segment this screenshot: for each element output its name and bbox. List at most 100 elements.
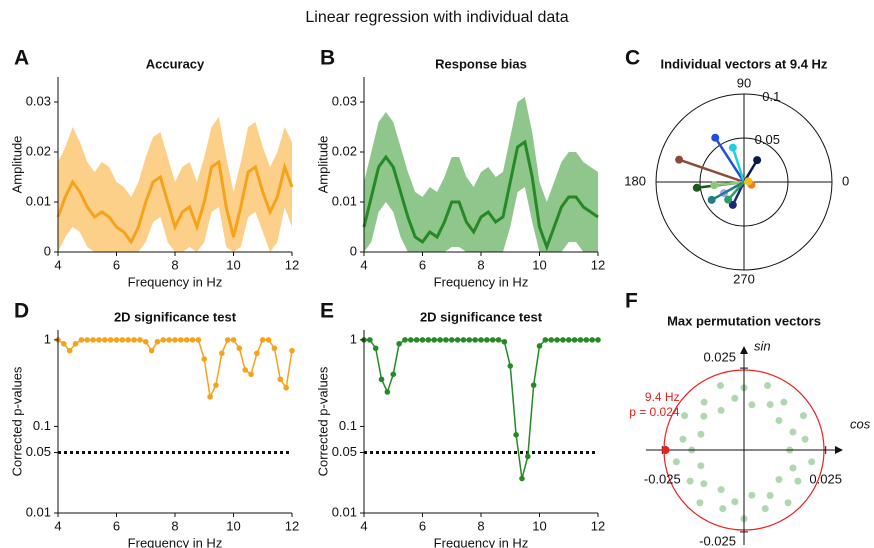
data-point [789, 464, 797, 472]
data-point [766, 400, 774, 408]
data-point [548, 337, 554, 343]
x-tick-label: 4 [360, 518, 367, 533]
data-point [119, 337, 126, 343]
data-point [560, 337, 566, 343]
figure-title: Linear regression with individual data [305, 9, 568, 26]
vector-tip [744, 177, 753, 186]
data-point [213, 382, 219, 388]
vector [714, 137, 746, 183]
vector [711, 180, 745, 202]
x-tick-label: 12 [591, 257, 605, 272]
data-point [61, 341, 67, 347]
data-point [697, 430, 705, 438]
x-axis-label: Frequency in Hz [128, 274, 223, 289]
data-point [236, 345, 243, 352]
data-point [748, 491, 756, 499]
data-point [408, 337, 414, 343]
data-point [489, 337, 496, 343]
data-point [748, 401, 756, 409]
data-point [501, 338, 508, 345]
data-point [372, 345, 379, 352]
data-point [681, 412, 689, 420]
vector [731, 147, 746, 183]
data-point [425, 337, 432, 343]
data-point [789, 428, 797, 436]
panel-label: C [625, 47, 640, 70]
data-point [207, 393, 213, 400]
data-point [289, 347, 295, 354]
y-tick-label: 0.01 [26, 193, 51, 208]
angle-tick-label: 270 [733, 271, 755, 286]
data-point [402, 337, 408, 343]
y-tick-label: 0.01 [332, 193, 357, 208]
data-point [283, 384, 289, 391]
data-point [589, 337, 595, 343]
data-point [84, 337, 91, 343]
data-point [731, 498, 739, 506]
y-axis-label: Corrected p-values [315, 366, 330, 476]
x-axis-label: cos [850, 416, 871, 431]
data-point [224, 337, 231, 343]
y-axis-label: sin [754, 338, 771, 353]
data-point [367, 337, 373, 343]
data-point [717, 406, 725, 414]
data-point [254, 350, 260, 357]
x-tick-label: 0.025 [809, 471, 842, 486]
data-point [178, 337, 184, 343]
data-point [419, 337, 426, 343]
vector-tip [728, 143, 737, 152]
data-point [66, 347, 73, 354]
data-point [437, 337, 443, 343]
y-tick-label: 0.01 [332, 504, 357, 519]
data-point [154, 338, 161, 345]
data-point [679, 435, 687, 443]
data-point [137, 337, 143, 343]
highlight-point [661, 446, 670, 454]
data-point [96, 337, 102, 343]
vector [678, 158, 745, 184]
data-point [396, 341, 402, 347]
data-point [577, 337, 584, 343]
data-point [484, 337, 490, 343]
x-tick-label: 4 [54, 518, 61, 533]
vector-tip [711, 133, 720, 142]
data-point [700, 480, 708, 488]
data-point [460, 337, 467, 343]
y-tick-label: 0.01 [26, 504, 51, 519]
x-axis-label: Frequency in Hz [128, 535, 223, 548]
data-point [808, 458, 816, 466]
data-point [766, 492, 774, 500]
data-point [72, 341, 79, 347]
data-point [125, 337, 131, 343]
data-point [716, 381, 724, 389]
data-point [764, 381, 772, 389]
panel-label: D [14, 300, 29, 323]
data-point [595, 337, 601, 343]
vector [714, 180, 745, 187]
data-point [160, 337, 167, 343]
data-line [362, 139, 599, 252]
data-point [700, 412, 708, 420]
data-point [513, 432, 519, 438]
confidence-band [364, 97, 598, 252]
data-point [378, 376, 385, 383]
y-tick-label: 0 [44, 243, 51, 258]
radial-tick-label: 0.05 [755, 132, 780, 147]
chart-title: 2D significance test [420, 309, 543, 324]
y-tick-label: 0.03 [332, 93, 357, 108]
y-tick-label: 0.025 [703, 350, 736, 365]
data-point [801, 435, 809, 443]
chart-title: Max permutation vectors [667, 313, 821, 328]
x-tick-label: 6 [113, 257, 120, 272]
x-tick-label: 12 [285, 518, 299, 533]
data-point [571, 337, 578, 343]
x-tick-label: 6 [113, 518, 120, 533]
y-tick-label: 0.02 [332, 143, 357, 158]
data-point [107, 337, 114, 343]
data-point [448, 337, 455, 343]
vector-tip [753, 156, 762, 165]
data-point [201, 356, 208, 362]
data-point [90, 337, 96, 343]
y-axis-label: Amplitude [9, 136, 24, 194]
